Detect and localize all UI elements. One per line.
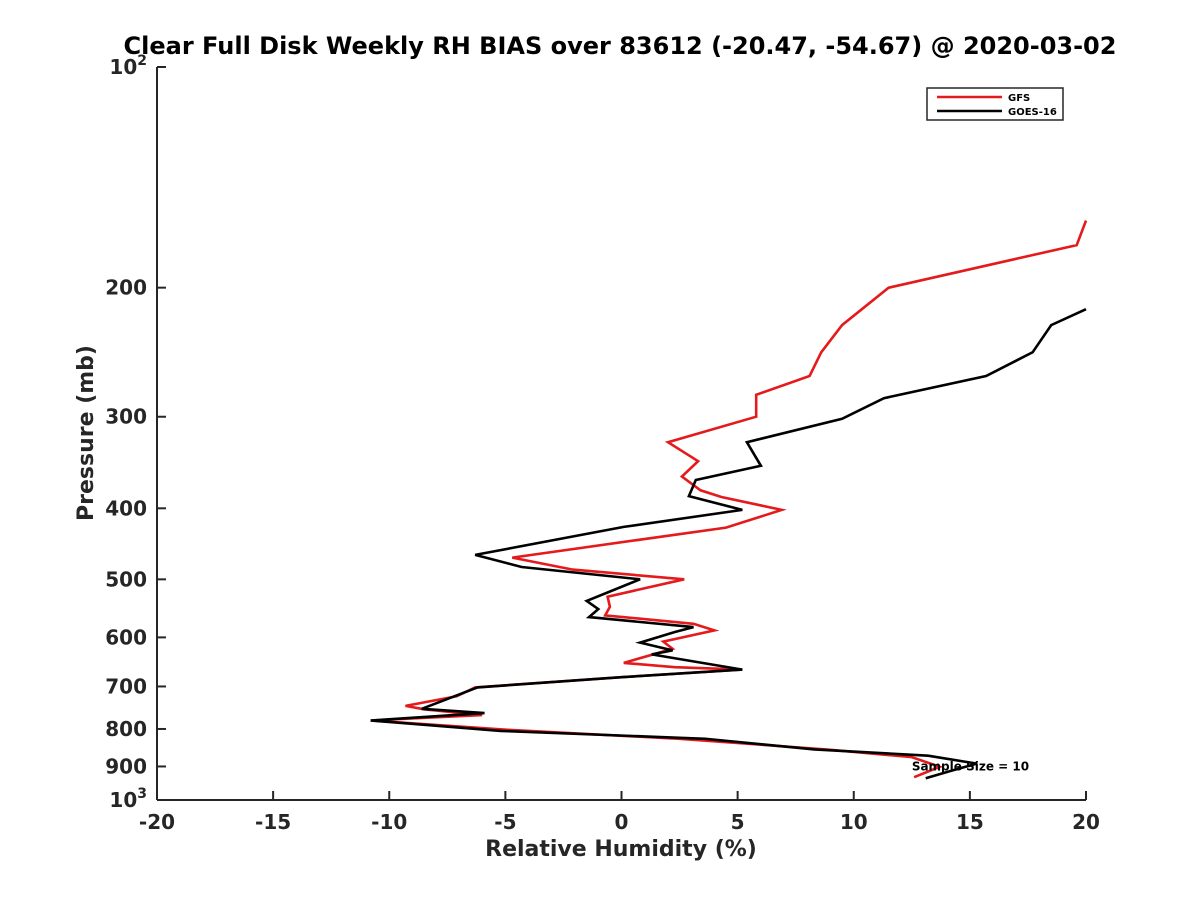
series-line-goes16	[370, 308, 1087, 780]
y-tick-label-base: 400	[105, 496, 147, 520]
y-tick-label: 800	[105, 717, 147, 741]
y-tick-label: 102	[109, 53, 147, 79]
x-tick-label: 15	[956, 810, 984, 834]
y-tick-label-base: 300	[105, 405, 147, 429]
plot-area: -20 -15 -10 -5 0 5 10 15 20 10220030040050060070…	[105, 53, 1100, 834]
legend-label-gfs: GFS	[1008, 93, 1030, 104]
y-tick-label: 200	[105, 276, 147, 300]
x-tick-label: 20	[1072, 810, 1100, 834]
y-tick-label-base: 800	[105, 717, 147, 741]
y-tick-label: 400	[105, 496, 147, 520]
y-axis-label: Pressure (mb)	[74, 345, 99, 521]
y-tick-label-base: 900	[105, 754, 147, 778]
y-tick-label: 700	[105, 674, 147, 698]
y-tick-label-exponent: 2	[137, 53, 147, 69]
x-axis-label: Relative Humidity (%)	[485, 837, 757, 862]
x-tick-label: 5	[731, 810, 745, 834]
legend-label-goes16: GOES-16	[1008, 107, 1057, 118]
y-tick-label: 900	[105, 754, 147, 778]
legend: GFS GOES-16	[926, 87, 1064, 121]
x-tick-label: 0	[615, 810, 629, 834]
legend-box	[926, 87, 1064, 121]
sample-size-annotation: Sample Size = 10	[912, 759, 1029, 773]
x-tick-label: 10	[840, 810, 868, 834]
y-tick-label: 600	[105, 625, 147, 649]
y-tick-label-exponent: 3	[137, 786, 147, 802]
series-layer	[370, 220, 1088, 780]
y-tick-label-base: 10	[109, 788, 137, 812]
y-tick-label: 500	[105, 567, 147, 591]
y-tick-label: 300	[105, 405, 147, 429]
series-line-gfs	[370, 220, 1088, 779]
x-tick-label: -20	[139, 810, 175, 834]
y-tick-label-base: 600	[105, 625, 147, 649]
x-ticks: -20 -15 -10 -5 0 5 10 15 20	[139, 791, 1100, 834]
y-tick-label-base: 200	[105, 276, 147, 300]
y-tick-label-base: 500	[105, 567, 147, 591]
x-tick-label: -10	[371, 810, 407, 834]
x-tick-label: -15	[255, 810, 291, 834]
chart-title: Clear Full Disk Weekly RH BIAS over 8361…	[124, 32, 1117, 60]
y-tick-label-base: 10	[109, 55, 137, 79]
x-tick-label: -5	[494, 810, 516, 834]
y-tick-label: 103	[109, 786, 147, 812]
y-tick-label-base: 700	[105, 674, 147, 698]
